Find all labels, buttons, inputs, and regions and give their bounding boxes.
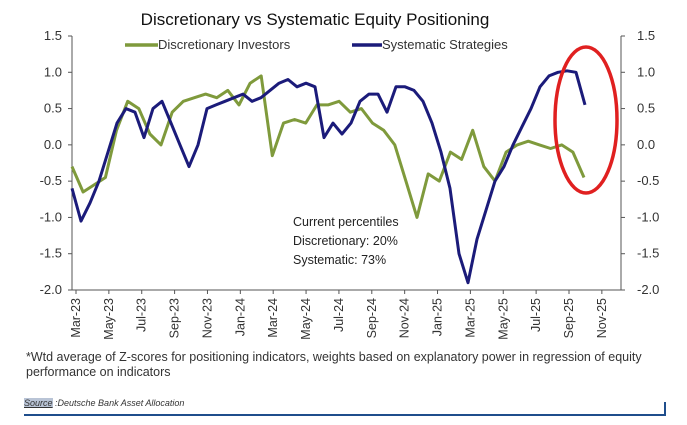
source-row: Source :Deutsche Bank Asset Allocation <box>24 398 666 414</box>
x-tick-label: Sep-23 <box>168 298 182 338</box>
source-label: Source <box>24 398 53 408</box>
y-tick-label-left: -1.5 <box>40 246 62 261</box>
y-tick-label-right: -2.0 <box>637 282 659 297</box>
source-name: :Deutsche Bank Asset Allocation <box>52 398 185 408</box>
x-tick-label: Sep-24 <box>365 298 379 338</box>
y-tick-label-right: 1.5 <box>637 28 655 43</box>
annotation-discretionary: Discretionary: 20% <box>293 234 398 248</box>
annotation-systematic: Systematic: 73% <box>293 253 386 267</box>
chart-canvas: Discretionary vs Systematic Equity Posit… <box>40 10 660 340</box>
y-tick-label-left: 1.0 <box>44 64 62 79</box>
footnote: *Wtd average of Z-scores for positioning… <box>26 350 642 379</box>
y-tick-label-left: -0.5 <box>40 173 62 188</box>
x-tick-label: Jan-25 <box>431 298 445 336</box>
legend-label-systematic: Systematic Strategies <box>382 37 508 52</box>
source-text: Source :Deutsche Bank Asset Allocation <box>24 398 184 408</box>
x-tick-label: Jul-25 <box>529 298 543 332</box>
x-tick-label: Mar-23 <box>69 298 83 338</box>
x-tick-label: May-24 <box>299 298 313 340</box>
y-tick-label-left: 0.0 <box>44 137 62 152</box>
y-tick-label-left: -1.0 <box>40 209 62 224</box>
y-tick-label-right: 0.5 <box>637 101 655 116</box>
x-tick-label: Jan-24 <box>233 298 247 336</box>
legend: Discretionary Investors Systematic Strat… <box>125 37 508 52</box>
x-tick-label: May-25 <box>496 298 510 340</box>
series-line-systematic <box>70 69 587 285</box>
x-tick-label: Jul-23 <box>135 298 149 332</box>
y-tick-label-right: -1.5 <box>637 246 659 261</box>
x-tick-label: Mar-24 <box>266 298 280 338</box>
x-tick-label: Jul-24 <box>332 298 346 332</box>
series-line-discretionary <box>70 74 586 219</box>
y-tick-label-right: -1.0 <box>637 209 659 224</box>
x-tick-label: Sep-25 <box>562 298 576 338</box>
y-tick-label-left: 0.5 <box>44 101 62 116</box>
y-tick-label-left: -2.0 <box>40 282 62 297</box>
annotation-box: Current percentiles Discretionary: 20% S… <box>293 215 399 267</box>
y-tick-label-right: -0.5 <box>637 173 659 188</box>
x-tick-label: Nov-25 <box>595 298 609 338</box>
x-tick-label: Mar-25 <box>463 298 477 338</box>
axes: 1.5 1.5 1.0 1.0 0.5 0.5 0.0 0.0 -0.5 -0.5 -1.0 -1.0… <box>40 28 660 340</box>
y-tick-label-left: 1.5 <box>44 28 62 43</box>
annotation-heading: Current percentiles <box>293 215 399 229</box>
x-tick-label: Nov-24 <box>398 298 412 338</box>
chart-title: Discretionary vs Systematic Equity Posit… <box>141 10 490 29</box>
legend-label-discretionary: Discretionary Investors <box>158 37 291 52</box>
y-tick-label-right: 1.0 <box>637 64 655 79</box>
x-tick-label: May-23 <box>102 298 116 340</box>
x-tick-label: Nov-23 <box>200 298 214 338</box>
y-tick-label-right: 0.0 <box>637 137 655 152</box>
source-rule-vertical <box>664 402 666 415</box>
highlight-circle <box>553 45 619 195</box>
source-rule <box>24 414 666 416</box>
series-layer <box>70 69 587 285</box>
